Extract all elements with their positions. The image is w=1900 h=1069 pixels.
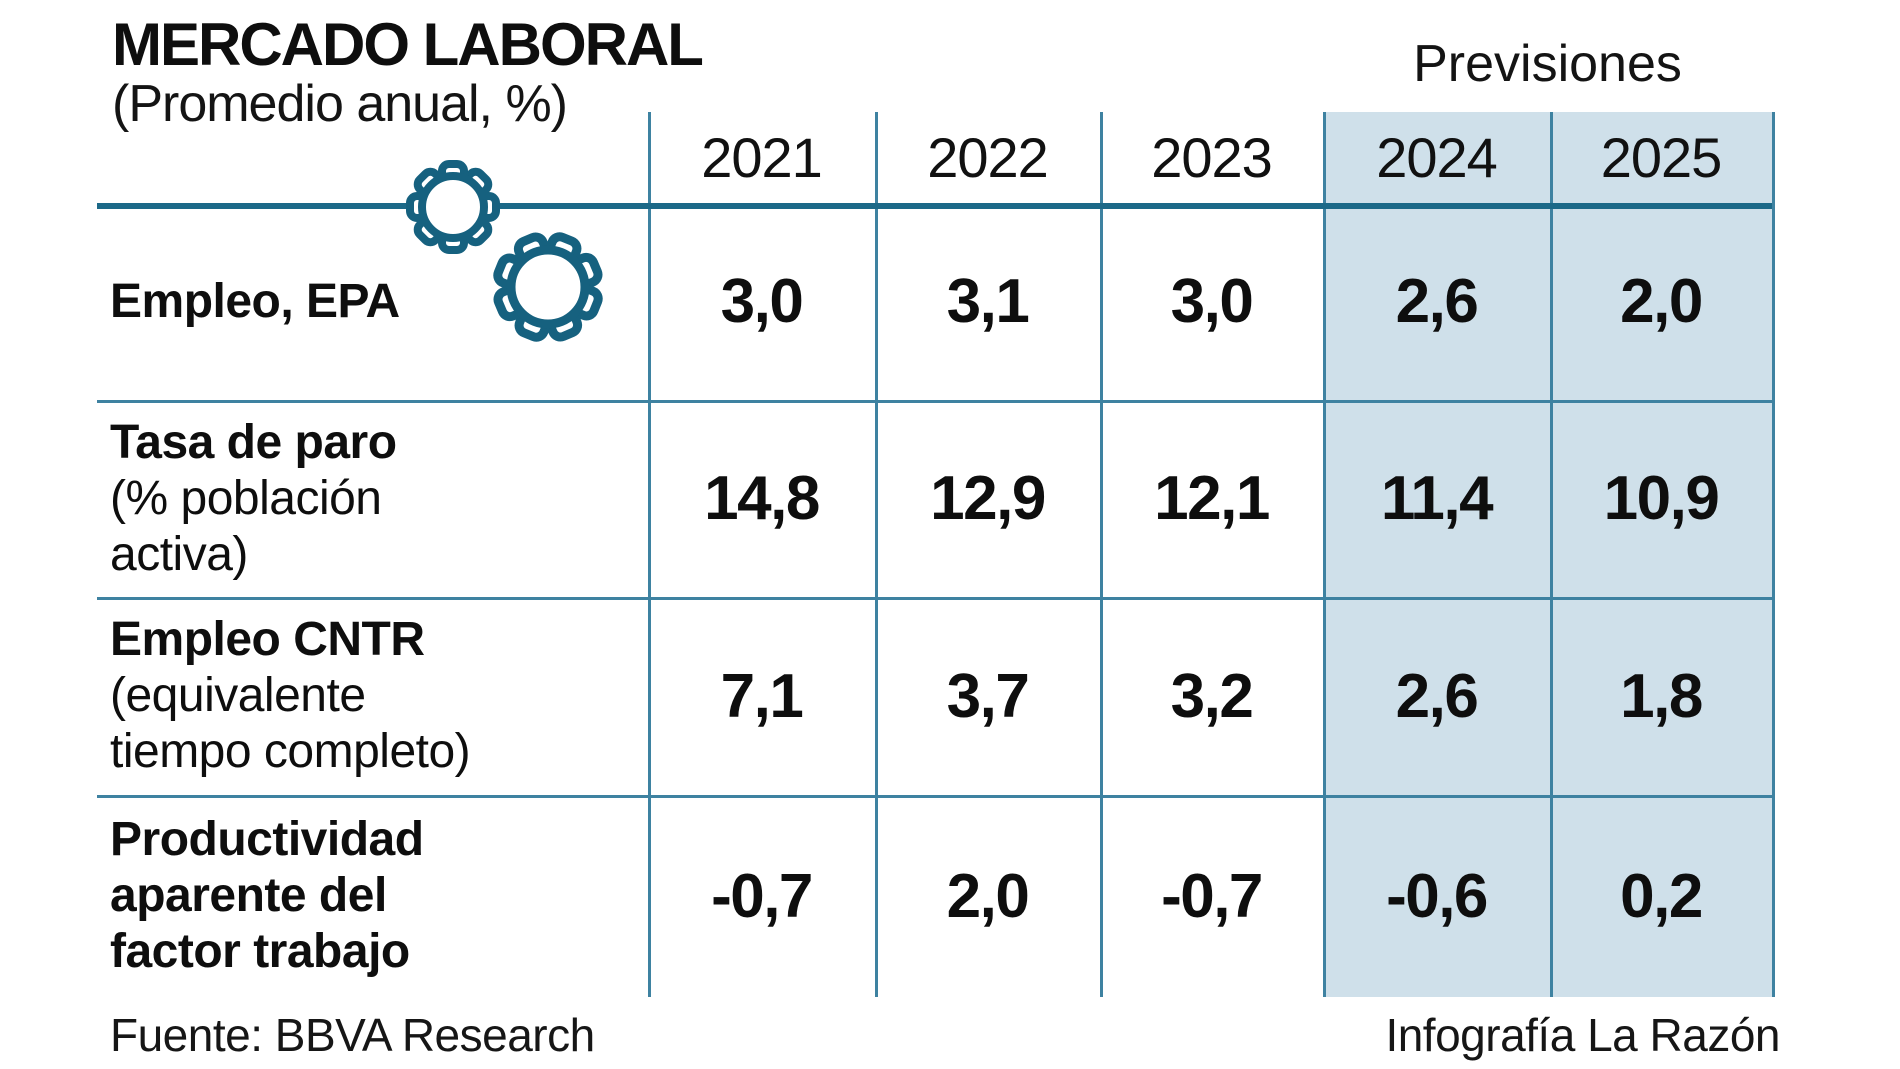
value-cell: 7,1 bbox=[720, 661, 804, 731]
value-cell: 1,8 bbox=[1620, 661, 1703, 731]
value-cell: 2,6 bbox=[1395, 267, 1479, 336]
year-header-2021: 2021 bbox=[701, 126, 823, 189]
value-cell: 2,0 bbox=[1620, 267, 1703, 336]
value-cell: 12,1 bbox=[1154, 464, 1270, 533]
value-cell: -0,7 bbox=[711, 861, 813, 931]
row-label-line: factor trabajo bbox=[110, 925, 410, 978]
column-divider-line bbox=[1772, 112, 1775, 997]
column-divider-line bbox=[648, 112, 651, 997]
value-cell: 3,0 bbox=[1170, 267, 1254, 336]
year-header-2025: 2025 bbox=[1600, 126, 1723, 189]
value-cell: 3,7 bbox=[946, 661, 1030, 731]
row-label-line: Empleo, EPA bbox=[110, 274, 400, 328]
value-cell: 0,2 bbox=[1620, 861, 1703, 931]
value-cell: 3,2 bbox=[1170, 661, 1254, 731]
row-label-line: Productividad bbox=[110, 813, 424, 866]
column-divider-line bbox=[875, 112, 878, 997]
year-header-2023: 2023 bbox=[1151, 126, 1273, 189]
forecast-label: Previsiones bbox=[1413, 35, 1682, 93]
year-header-2022: 2022 bbox=[927, 126, 1049, 189]
header-separator-line bbox=[97, 203, 1772, 209]
column-divider-line bbox=[1550, 112, 1553, 997]
value-cell: 2,0 bbox=[946, 861, 1030, 931]
value-cell: 14,8 bbox=[704, 464, 820, 533]
value-cell: 2,6 bbox=[1395, 661, 1479, 731]
row-label-line: (% población bbox=[110, 471, 382, 525]
row-label: Tasa de paro (% población activa) bbox=[110, 400, 640, 597]
year-header-2024: 2024 bbox=[1376, 126, 1498, 189]
page-title: MERCADO LABORAL bbox=[112, 11, 704, 78]
row-label-line: Tasa de paro bbox=[110, 415, 397, 469]
row-divider-line bbox=[97, 597, 1772, 600]
row-label: Empleo CNTR (equivalente tiempo completo) bbox=[110, 597, 640, 795]
forecast-highlight-band bbox=[1323, 112, 1772, 997]
row-label-line: activa) bbox=[110, 527, 248, 581]
row-label: Empleo, EPA bbox=[110, 203, 640, 400]
row-label-line: aparente del bbox=[110, 869, 387, 922]
row-divider-line bbox=[97, 795, 1772, 798]
value-cell: 3,0 bbox=[720, 267, 804, 336]
value-cell: -0,7 bbox=[1161, 861, 1263, 931]
page-subtitle: (Promedio anual, %) bbox=[112, 75, 568, 133]
column-divider-line bbox=[1323, 112, 1326, 997]
row-label-line: (equivalente bbox=[110, 669, 366, 722]
value-cell: -0,6 bbox=[1386, 861, 1488, 931]
row-divider-line bbox=[97, 400, 1772, 403]
row-label: Productividad aparente del factor trabajo bbox=[110, 795, 640, 997]
column-divider-line bbox=[1100, 112, 1103, 997]
value-cell: 3,1 bbox=[946, 267, 1030, 336]
credit-note: Infografía La Razón bbox=[1385, 1009, 1780, 1061]
source-note: Fuente: BBVA Research bbox=[110, 1009, 595, 1061]
value-cell: 10,9 bbox=[1603, 464, 1720, 533]
row-label-line: Empleo CNTR bbox=[110, 613, 425, 666]
value-cell: 11,4 bbox=[1380, 464, 1494, 533]
value-cell: 12,9 bbox=[930, 464, 1046, 533]
row-label-line: tiempo completo) bbox=[110, 725, 471, 778]
